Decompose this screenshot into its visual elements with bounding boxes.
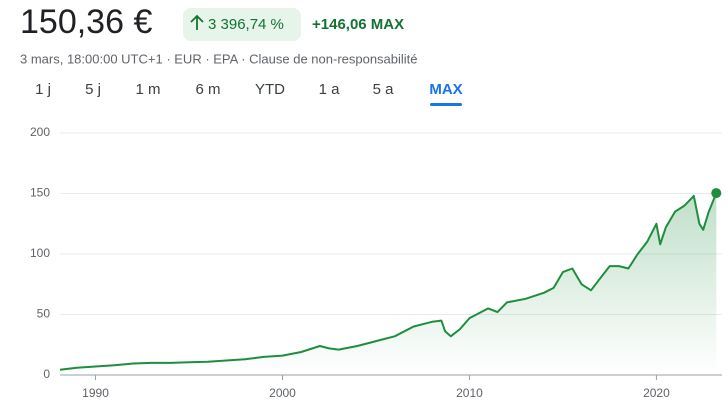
y-tick-label: 0 (43, 367, 50, 381)
up-arrow-icon (190, 14, 204, 30)
range-tab[interactable]: 6 m (195, 81, 220, 98)
range-tab[interactable]: 5 j (85, 81, 101, 98)
change-badge (183, 8, 301, 41)
y-tick-label: 200 (30, 125, 50, 139)
change-percent: 3 396,74 % (208, 16, 284, 33)
range-tab[interactable]: MAX (429, 81, 462, 98)
x-tick-label: 2020 (643, 386, 670, 400)
range-tab[interactable]: 1 m (135, 81, 160, 98)
change-absolute: +146,06 MAX (312, 16, 404, 33)
range-tab[interactable]: 1 j (35, 81, 51, 98)
x-tick-label: 2010 (456, 386, 483, 400)
price-line (59, 192, 718, 371)
last-point (711, 188, 722, 199)
subtitle: 3 mars, 18:00:00 UTC+1 · EUR · EPA · Cla… (20, 51, 418, 66)
range-tab[interactable]: 5 a (373, 81, 395, 98)
price: 150,36 € (20, 3, 152, 41)
x-tick-label: 2000 (269, 386, 296, 400)
y-tick-label: 150 (30, 186, 50, 200)
chart: 0 50 100 150 200 1990 2000 2010 2020 (30, 125, 722, 400)
range-tabs: 1 j 5 j 1 m 6 m YTD 1 a 5 a MAX (35, 81, 463, 106)
y-tick-label: 100 (30, 246, 50, 260)
y-tick-label: 50 (37, 307, 51, 321)
range-tab[interactable]: YTD (255, 81, 285, 98)
range-tab[interactable]: 1 a (319, 81, 341, 98)
x-tick-label: 1990 (82, 386, 109, 400)
active-tab-underline (430, 103, 462, 106)
area (60, 193, 717, 375)
